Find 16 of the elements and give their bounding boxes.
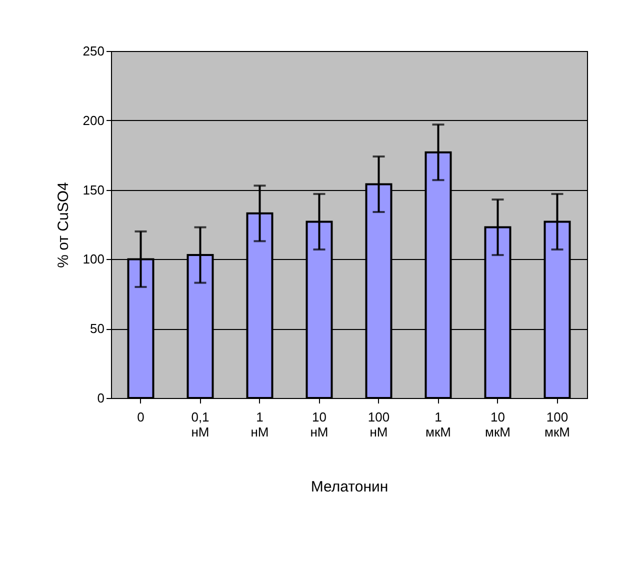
x-tick-label: 100 нМ [368,410,390,440]
y-axis-title: % от CuSO4 [54,182,72,268]
y-tick-label: 100 [82,252,104,267]
y-tick-label: 50 [90,321,104,336]
y-tick-label: 150 [82,182,104,198]
x-tick-label: 0 [137,410,144,424]
x-tick-label: 0,1 нМ [191,410,210,440]
x-tick-label: 10 мкМ [485,410,510,440]
x-axis-title: Мелатонин [310,478,388,496]
y-tick-label: 250 [82,44,104,58]
x-tick-label: 100 мкМ [544,410,570,440]
y-tick-label: 200 [82,112,104,128]
x-tick-label: 10 нМ [310,410,328,440]
x-tick-label: 1 мкМ [426,410,451,440]
x-tick-label: 1 нМ [250,410,269,440]
y-tick-label: 0 [97,390,104,406]
